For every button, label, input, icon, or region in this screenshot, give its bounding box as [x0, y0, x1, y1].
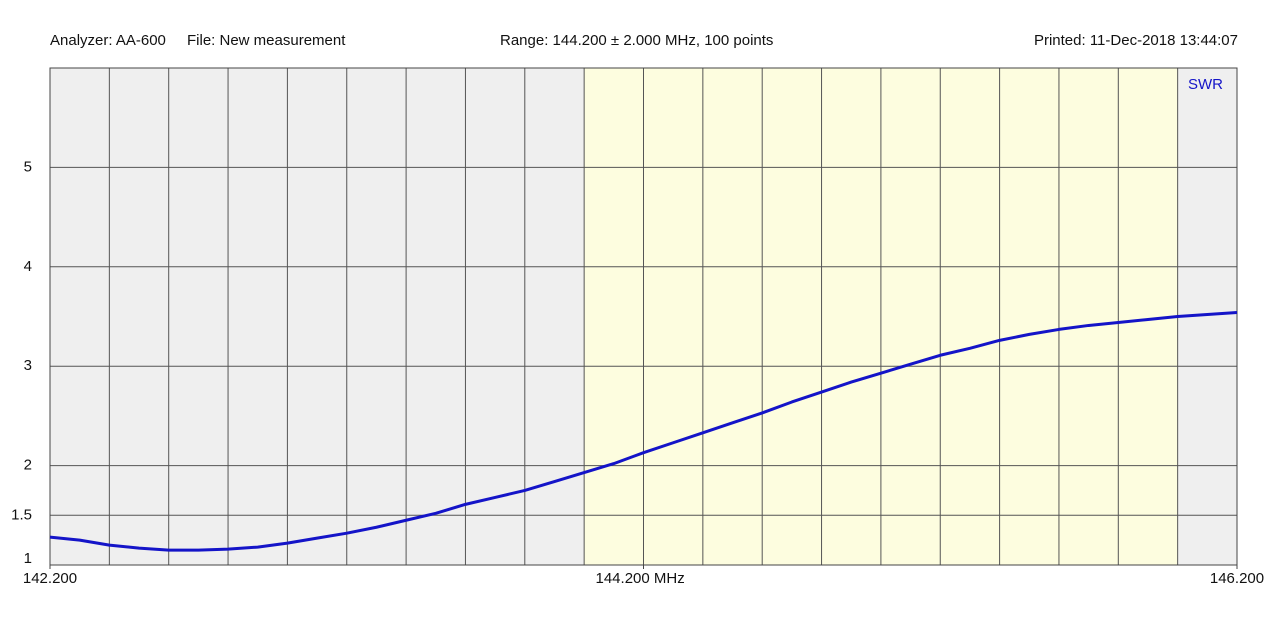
- header-text: Printed: 11-Dec-2018 13:44:07: [1034, 32, 1238, 49]
- header-text: Range: 144.200 ± 2.000 MHz, 100 points: [500, 32, 773, 49]
- y-tick-label: 1: [24, 550, 32, 567]
- header-text: File: New measurement: [187, 32, 346, 49]
- x-tick-label: 144.200 MHz: [596, 570, 685, 587]
- y-tick-label: 2: [24, 457, 32, 474]
- x-tick-label: 146.200: [1210, 570, 1264, 587]
- y-tick-label: 3: [24, 357, 32, 374]
- header-text: Analyzer: AA-600: [50, 32, 166, 49]
- x-tick-label: 142.200: [23, 570, 77, 587]
- legend-label: SWR: [1188, 76, 1223, 93]
- y-tick-label: 1.5: [11, 506, 32, 523]
- y-tick-label: 4: [24, 258, 32, 275]
- y-tick-label: 5: [24, 158, 32, 175]
- swr-line: [49, 311, 1238, 552]
